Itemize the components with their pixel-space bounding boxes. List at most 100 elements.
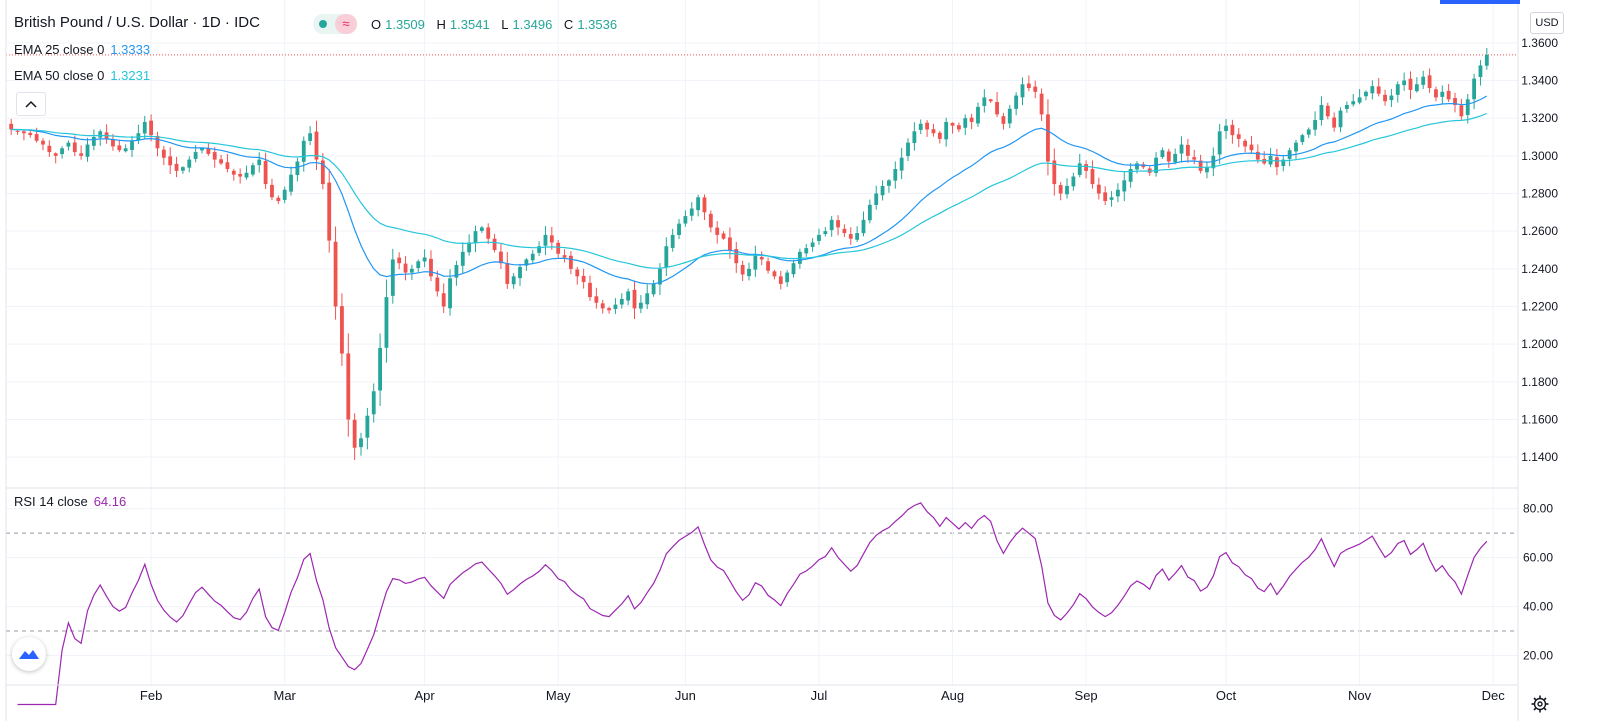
candle-body — [537, 246, 542, 253]
candle-body — [1414, 84, 1419, 92]
candle-body — [747, 268, 751, 277]
candle-body — [613, 304, 618, 310]
candle-body — [530, 253, 535, 261]
price-tick-label: 1.3400 — [1521, 74, 1558, 88]
candle-body — [524, 259, 529, 266]
candle-body — [200, 148, 204, 151]
candle-body — [244, 172, 249, 178]
time-tick-label: Oct — [1216, 688, 1237, 703]
candle-body — [1376, 86, 1381, 94]
candle-body — [435, 277, 440, 292]
candle-body — [219, 159, 223, 164]
candle-body — [778, 276, 783, 284]
rsi-tick-label: 20.00 — [1523, 649, 1553, 663]
candle-body — [944, 121, 949, 140]
candle-body — [1421, 76, 1426, 85]
candle-body — [403, 263, 408, 273]
rsi-label: RSI 14 close — [14, 494, 88, 509]
candle-body — [448, 278, 452, 309]
price-tick-label: 1.2000 — [1521, 337, 1558, 351]
candle-body — [588, 282, 592, 298]
candle-body — [9, 123, 14, 130]
candle-body — [161, 149, 166, 158]
candle-body — [359, 438, 363, 448]
price-tick-label: 1.2800 — [1521, 187, 1558, 201]
candle-body — [626, 291, 631, 301]
candle-body — [1026, 83, 1031, 89]
ohlc-high: H 1.3541 — [436, 17, 490, 32]
candle-body — [1128, 169, 1133, 182]
candle-body — [893, 169, 898, 181]
ema25-label: EMA 25 close 0 — [14, 42, 105, 57]
candle-body — [753, 255, 758, 270]
rsi-legend[interactable]: RSI 14 close 64.16 — [14, 494, 126, 509]
candle-body — [206, 147, 211, 154]
candle-body — [937, 132, 942, 139]
price-tick-label: 1.1400 — [1521, 450, 1558, 464]
candle-body — [333, 241, 338, 307]
candle-body — [607, 308, 611, 311]
candle-body — [231, 170, 236, 175]
candle-body — [734, 249, 739, 264]
candle-body — [594, 296, 599, 303]
candle-body — [925, 122, 930, 130]
symbol-title[interactable]: British Pound / U.S. Dollar · 1D · IDC — [14, 14, 260, 31]
candle-body — [130, 140, 134, 151]
candle-body — [1046, 114, 1050, 162]
tradingview-logo-button[interactable] — [12, 637, 46, 671]
candle-body — [1357, 97, 1362, 103]
candle-body — [906, 142, 910, 157]
time-tick-label: Mar — [273, 688, 296, 703]
candle-body — [21, 131, 26, 134]
candle-body — [1383, 94, 1387, 102]
candle-body — [60, 148, 64, 155]
collapse-legend-button[interactable] — [16, 92, 46, 116]
candle-body — [28, 132, 33, 136]
ema25-legend[interactable]: EMA 25 close 0 1.3333 — [14, 42, 150, 57]
candle-body — [1179, 144, 1184, 154]
time-tick-label: Dec — [1482, 688, 1506, 703]
candle-body — [371, 391, 376, 415]
candle-body — [861, 219, 866, 234]
ohlc-readout: O 1.3509 H 1.3541 L 1.3496 C 1.3536 — [371, 17, 625, 32]
candle-body — [365, 415, 370, 438]
candle-body — [969, 117, 974, 122]
time-tick-label: Apr — [414, 688, 435, 703]
market-open-icon — [319, 20, 327, 28]
settings-button[interactable] — [1530, 694, 1550, 714]
candle-body — [581, 275, 586, 283]
tradingview-logo-icon — [19, 650, 39, 659]
time-tick-label: Feb — [140, 688, 162, 703]
candle-body — [670, 234, 675, 248]
candle-body — [1402, 80, 1407, 86]
candle-body — [715, 227, 720, 235]
candle-body — [111, 139, 115, 147]
candle-body — [912, 131, 917, 144]
candle-body — [1007, 108, 1012, 124]
candle-body — [842, 228, 847, 234]
price-tick-label: 1.2200 — [1521, 300, 1558, 314]
candle-body — [1205, 167, 1209, 173]
candle-body — [250, 165, 255, 175]
candle-body — [467, 242, 472, 253]
price-tick-label: 1.2400 — [1521, 262, 1558, 276]
candle-body — [664, 246, 669, 268]
candle-body — [1185, 144, 1190, 156]
candle-body — [721, 233, 726, 239]
price-tick-label: 1.3000 — [1521, 149, 1558, 163]
candle-body — [1338, 110, 1343, 128]
ema50-legend[interactable]: EMA 50 close 0 1.3231 — [14, 68, 150, 83]
market-status[interactable]: ≈ — [313, 14, 357, 34]
candle-body — [1160, 150, 1165, 158]
candle-body — [1332, 117, 1337, 128]
candle-body — [308, 133, 313, 141]
candle-body — [696, 197, 701, 211]
candle-body — [810, 242, 815, 247]
candle-body — [72, 142, 77, 153]
candle-body — [257, 159, 262, 166]
currency-button[interactable]: USD — [1530, 12, 1564, 34]
candle-body — [346, 353, 351, 420]
time-tick-label: Jul — [811, 688, 828, 703]
candle-body — [963, 118, 968, 128]
